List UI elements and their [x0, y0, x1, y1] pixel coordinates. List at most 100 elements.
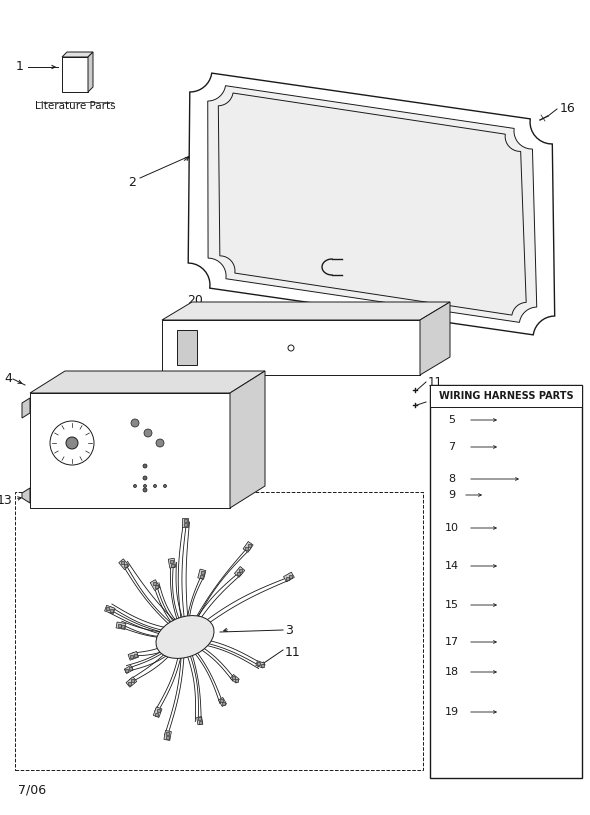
Bar	[248, 544, 251, 547]
Text: 19: 19	[445, 707, 459, 717]
Polygon shape	[243, 541, 253, 553]
Polygon shape	[218, 698, 227, 707]
Bar	[129, 667, 132, 670]
Text: 6: 6	[428, 395, 435, 408]
Bar	[547, 556, 550, 576]
Text: 11: 11	[428, 376, 443, 389]
Bar	[430, 385, 582, 407]
Bar	[502, 700, 544, 724]
Circle shape	[143, 464, 147, 468]
Polygon shape	[544, 693, 551, 724]
Polygon shape	[22, 488, 30, 503]
Bar	[117, 623, 120, 627]
Polygon shape	[182, 518, 188, 526]
Bar	[552, 596, 558, 614]
Bar	[155, 585, 158, 588]
Bar	[514, 703, 522, 721]
Bar	[237, 572, 240, 575]
Circle shape	[525, 445, 529, 449]
Text: 12: 12	[345, 353, 360, 365]
Bar	[502, 553, 554, 579]
Bar	[198, 717, 201, 720]
Polygon shape	[188, 73, 555, 335]
Circle shape	[143, 476, 147, 480]
Polygon shape	[30, 371, 265, 393]
Bar	[62, 57, 88, 92]
Text: 21: 21	[370, 244, 386, 257]
Polygon shape	[502, 586, 578, 593]
Bar	[534, 703, 542, 721]
Bar	[106, 607, 110, 610]
Polygon shape	[196, 716, 203, 725]
Bar	[512, 596, 518, 614]
Polygon shape	[208, 86, 537, 323]
Bar	[502, 416, 512, 424]
Bar	[200, 575, 203, 578]
Bar	[528, 596, 534, 614]
Bar	[520, 596, 526, 614]
Text: 2: 2	[128, 177, 136, 190]
Circle shape	[143, 484, 146, 487]
Circle shape	[50, 421, 94, 465]
Polygon shape	[126, 676, 137, 687]
Circle shape	[163, 484, 166, 487]
Bar	[177, 330, 197, 365]
Polygon shape	[124, 666, 133, 673]
Text: 7: 7	[448, 442, 455, 452]
Bar	[15, 492, 423, 770]
Bar	[504, 666, 512, 678]
Polygon shape	[218, 93, 526, 315]
Text: 7/06: 7/06	[18, 783, 46, 796]
Polygon shape	[234, 566, 245, 577]
Circle shape	[66, 437, 78, 449]
Polygon shape	[570, 623, 578, 654]
Bar	[464, 483, 484, 507]
Bar	[166, 732, 169, 735]
Bar	[551, 556, 554, 576]
Ellipse shape	[156, 615, 214, 659]
Bar	[220, 698, 223, 702]
Bar	[170, 560, 173, 562]
Bar	[155, 712, 159, 716]
Bar	[524, 703, 532, 721]
Text: 20: 20	[187, 293, 203, 306]
Bar	[132, 679, 135, 682]
Bar	[552, 633, 558, 651]
Bar	[235, 679, 238, 681]
Text: 14: 14	[445, 561, 459, 571]
Text: 16: 16	[560, 103, 576, 116]
Polygon shape	[30, 393, 230, 508]
Bar	[560, 596, 566, 614]
Polygon shape	[502, 546, 562, 553]
Bar	[183, 518, 186, 522]
Text: 9: 9	[448, 490, 455, 500]
Polygon shape	[153, 707, 162, 717]
Polygon shape	[116, 622, 126, 629]
Bar	[171, 564, 174, 566]
Bar	[535, 556, 538, 576]
Bar	[289, 575, 292, 578]
Polygon shape	[502, 623, 578, 630]
Text: 11: 11	[285, 645, 301, 659]
Polygon shape	[256, 661, 264, 668]
Bar	[512, 633, 518, 651]
Bar	[222, 703, 225, 705]
Bar	[528, 633, 534, 651]
Bar	[232, 676, 235, 679]
Text: 15: 15	[445, 600, 459, 610]
Bar	[560, 633, 566, 651]
Bar	[504, 703, 512, 721]
Bar	[126, 669, 129, 672]
Bar	[121, 562, 124, 564]
Text: 18: 18	[445, 667, 459, 677]
Circle shape	[144, 429, 152, 437]
Polygon shape	[119, 559, 129, 570]
Bar	[502, 663, 537, 681]
Polygon shape	[164, 730, 171, 741]
Polygon shape	[570, 586, 578, 617]
Bar	[467, 485, 481, 490]
Bar	[502, 412, 512, 428]
Polygon shape	[284, 572, 294, 582]
Text: 1: 1	[16, 60, 24, 73]
Text: Literature Parts: Literature Parts	[35, 101, 115, 111]
